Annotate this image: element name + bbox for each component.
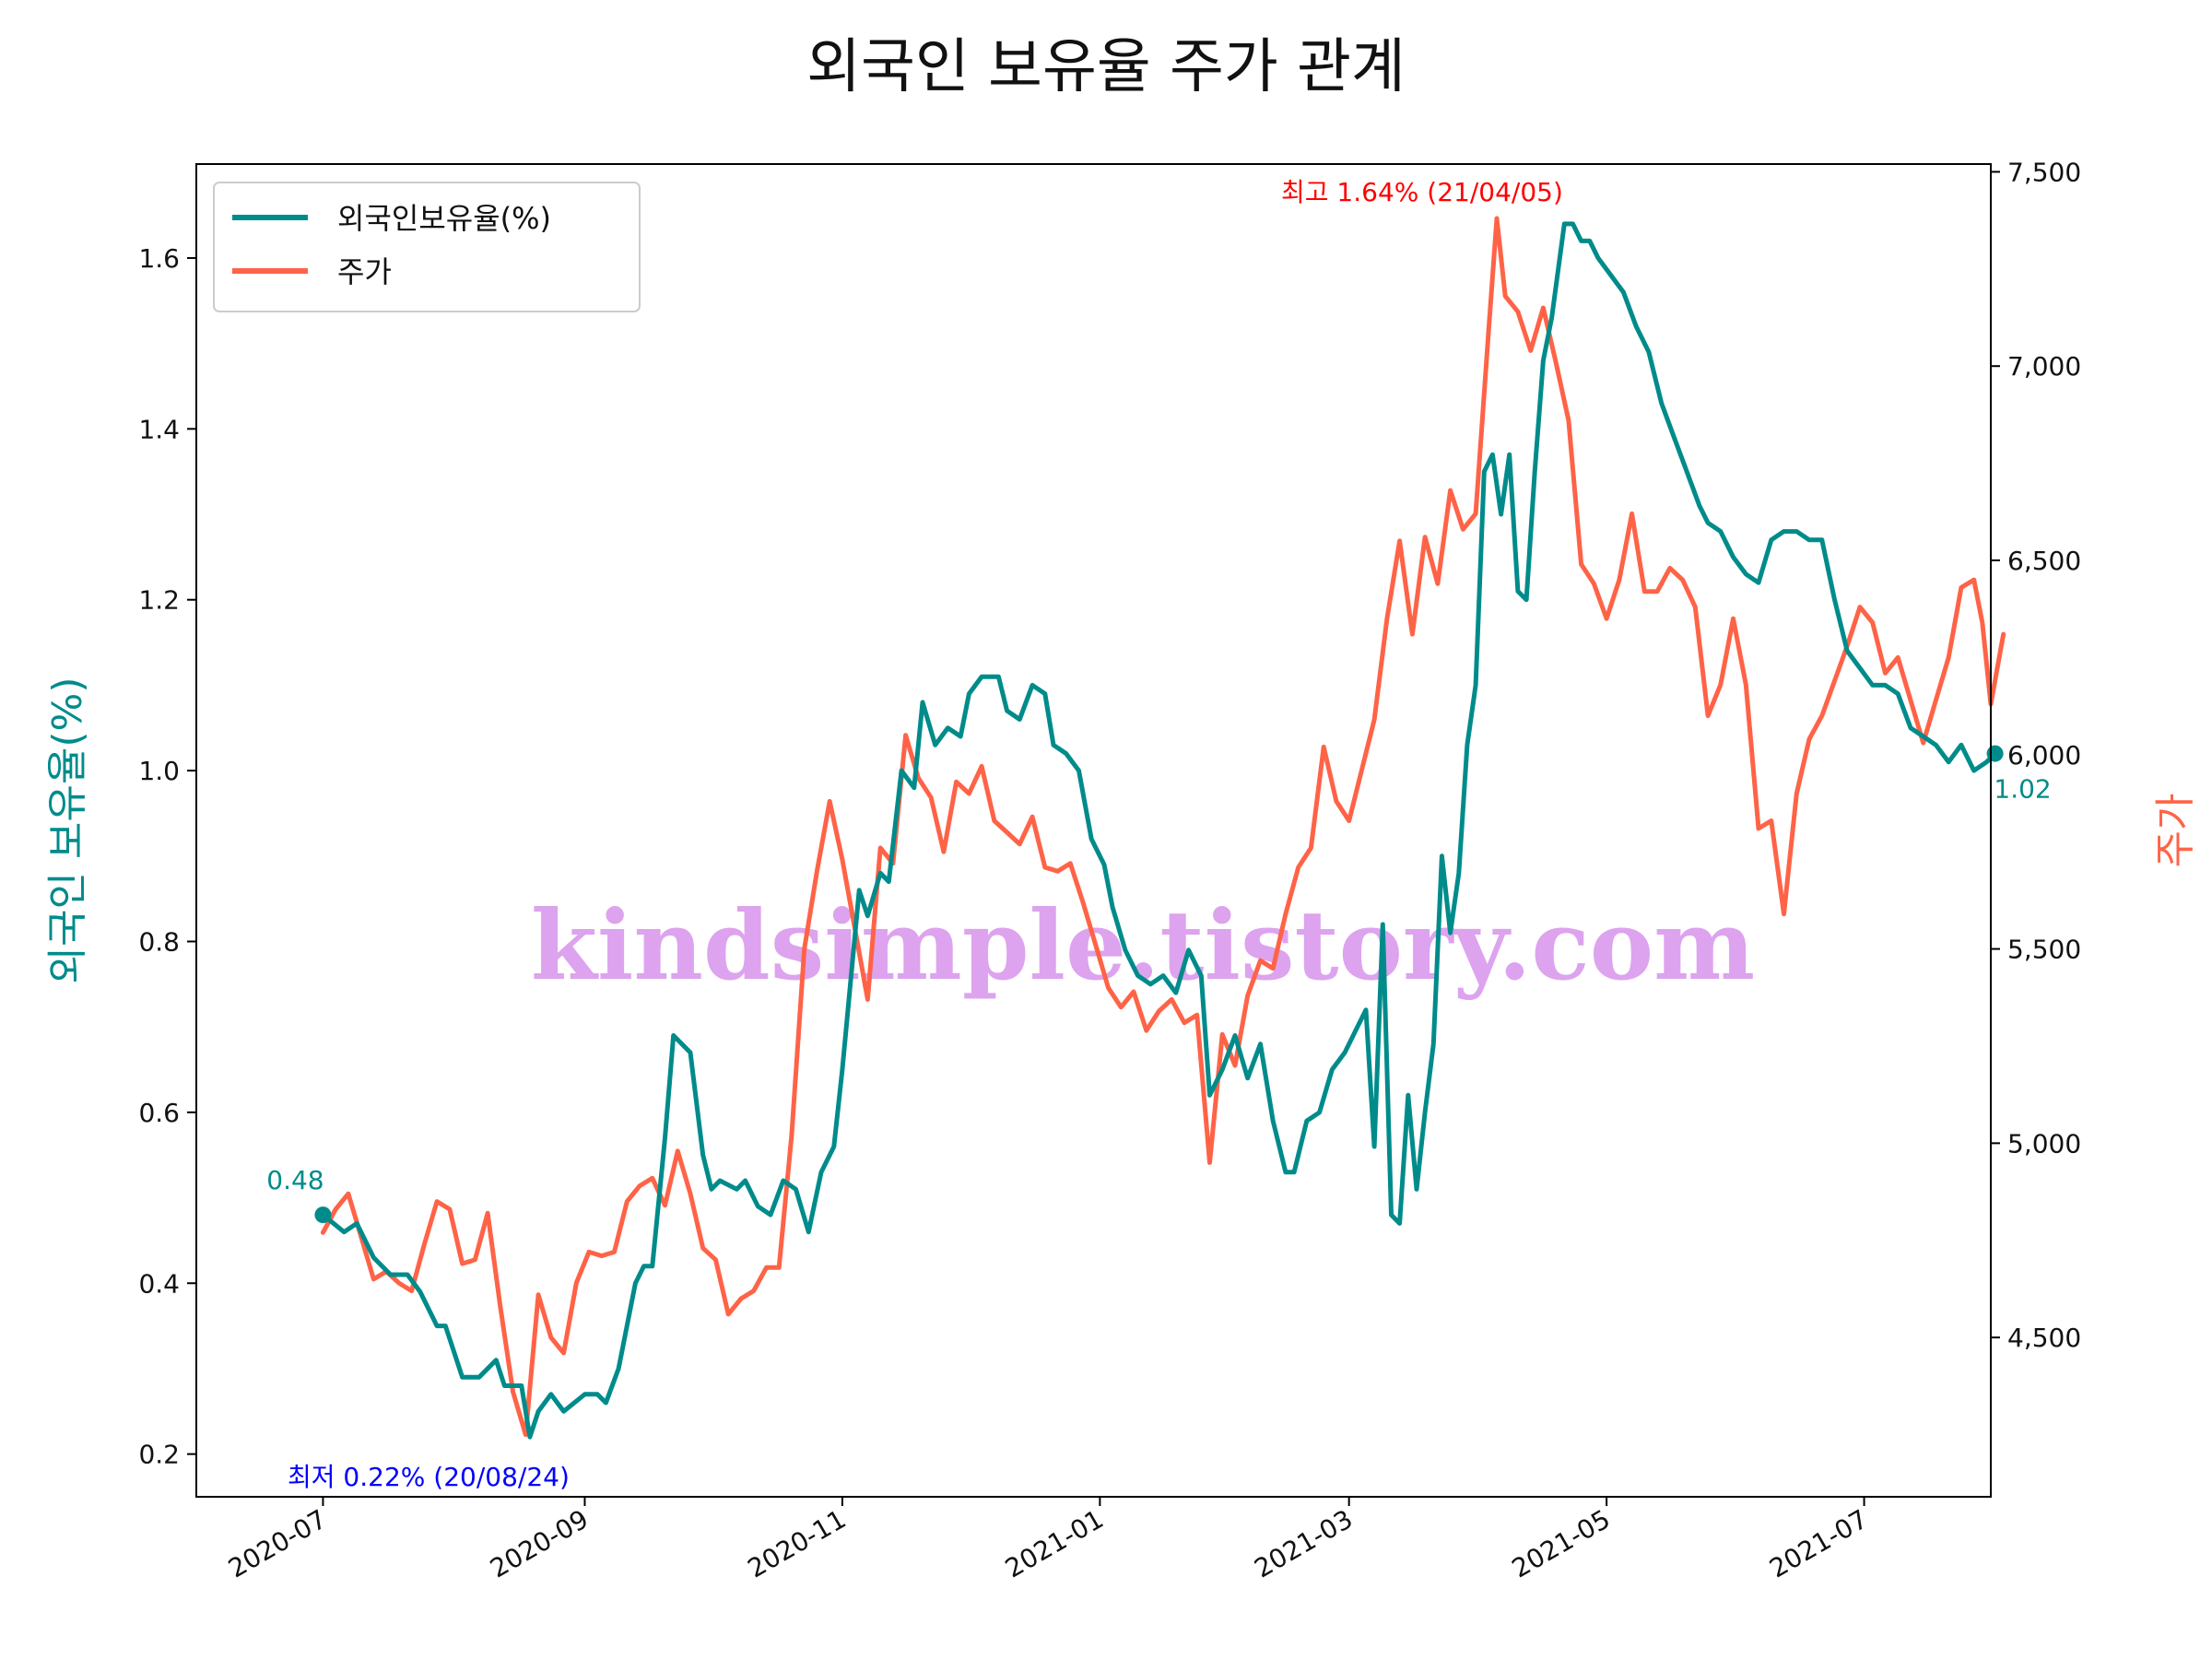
y-axis-right: 4,500 5,000 5,500 6,000 6,500 7,000 7,500 <box>1991 157 2081 1353</box>
x-axis: 2020-07 2020-09 2020-11 2021-01 2021-03 2021-… <box>223 1497 1873 1584</box>
series-lines <box>320 216 2006 1440</box>
legend: 외국인보유율(%) 주가 <box>213 182 641 312</box>
chart-title: 외국인 보유율 주가 관계 <box>806 33 1406 101</box>
y-left-tick-label: 1.0 <box>138 756 180 786</box>
x-tick-label: 2020-09 <box>485 1503 594 1583</box>
y-axis-left-title: 외국인 보유율(%) <box>44 677 91 983</box>
y-left-tick-label: 1.4 <box>138 414 180 444</box>
y-left-tick-label: 0.6 <box>138 1098 180 1128</box>
x-tick-label: 2021-01 <box>1000 1503 1109 1583</box>
plot-frame <box>195 163 1992 1498</box>
y-left-tick-label: 1.6 <box>138 243 180 274</box>
x-tick-label: 2020-07 <box>223 1503 332 1583</box>
stock-price-line <box>320 216 2006 1437</box>
y-left-tick-label: 0.2 <box>138 1440 180 1470</box>
y-left-tick-label: 0.8 <box>138 927 180 958</box>
holding-rate-line <box>320 221 1998 1440</box>
end-point <box>1986 745 2004 762</box>
x-tick-label: 2021-07 <box>1764 1503 1873 1583</box>
y-axis-right-title: 주가 <box>2152 794 2199 868</box>
x-tick-label: 2021-03 <box>1249 1503 1358 1583</box>
x-tick-label: 2020-11 <box>743 1503 852 1583</box>
y-right-tick-label: 6,500 <box>2007 546 2081 576</box>
y-right-tick-label: 5,000 <box>2007 1128 2081 1159</box>
y-left-tick-label: 0.4 <box>138 1268 180 1299</box>
y-right-tick-label: 4,500 <box>2007 1323 2081 1353</box>
y-axis-left: 0.2 0.4 0.6 0.8 1.0 1.2 1.4 1.6 <box>138 243 196 1470</box>
end-point-label: 1.02 <box>1994 774 2051 805</box>
y-right-tick-label: 7,500 <box>2007 157 2081 187</box>
x-tick-label: 2021-05 <box>1507 1503 1616 1583</box>
watermark-text: kindsimple.tistory.com <box>531 888 1755 1002</box>
legend-box <box>213 182 641 312</box>
start-point-label: 0.48 <box>266 1165 324 1195</box>
start-point <box>314 1206 332 1224</box>
legend-label-holding: 외국인보유율(%) <box>337 201 551 236</box>
y-right-tick-label: 5,500 <box>2007 935 2081 965</box>
marked-points: 0.48 1.02 <box>266 745 2052 1224</box>
y-right-tick-label: 6,000 <box>2007 740 2081 771</box>
min-annotation: 최저 0.22% (20/08/24) <box>288 1462 570 1492</box>
max-annotation: 최고 1.64% (21/04/05) <box>1281 177 1563 207</box>
legend-label-price: 주가 <box>337 254 392 289</box>
y-right-tick-label: 7,000 <box>2007 351 2081 382</box>
y-left-tick-label: 1.2 <box>138 585 180 616</box>
